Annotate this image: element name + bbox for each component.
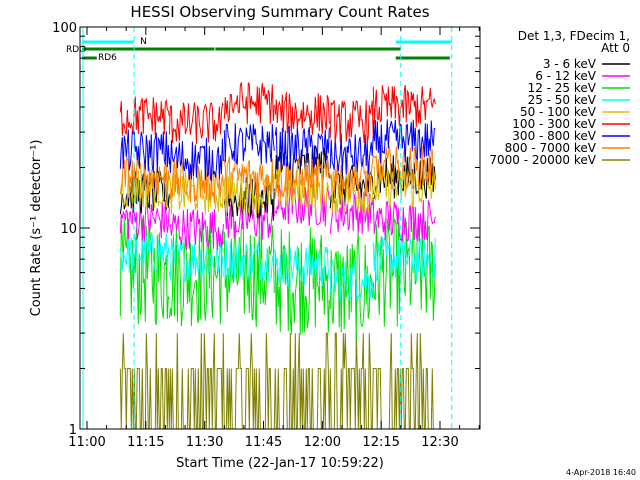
series-segment [373,155,436,200]
y-tick-label: 10 [60,222,77,237]
y-tick-label: 100 [52,21,77,36]
series-segment [274,157,330,201]
series-12-25-kev [119,218,436,342]
footer-timestamp: 4-Apr-2018 16:40 [566,468,636,477]
series-segment [274,227,330,335]
series-25-50-kev [119,232,436,302]
series-segment [223,156,275,199]
series-segment [223,123,275,165]
series-segment [329,133,374,175]
series-segment [223,220,275,328]
axis-layer: 11:00 11:15 11:30 11:45 12:00 12:15 12:30 1 10 10… [52,21,480,450]
legend-entry-label: 7000 - 20000 keV [489,153,596,167]
series-segment [119,96,170,137]
series-300-800-kev [119,119,436,181]
series-segment [372,84,436,128]
series-segment [119,129,170,174]
series-segment [119,232,170,273]
series-7000-20000-kev [119,332,436,430]
series-segment [119,155,170,199]
legend-entry-label: 6 - 12 keV [535,69,597,83]
series-segment [168,102,224,145]
legend-entry-label: 50 - 100 keV [520,105,597,119]
y-axis-label: Count Rate (s⁻¹ detector⁻¹) [29,140,44,317]
series-segment [168,221,224,327]
series-segment [223,82,275,125]
legend-entry-label: 100 - 300 keV [512,117,596,131]
series-segment [329,100,374,144]
legend-entry-label: 800 - 7000 keV [505,141,597,155]
x-tick-label: 11:15 [127,435,164,450]
series-segment [169,208,224,251]
series-segment [372,199,436,242]
x-tick-label: 11:30 [186,435,223,450]
data-layer [119,82,436,430]
series-segment [274,184,330,227]
legend-entry-label: 3 - 6 keV [543,57,597,71]
series-100-300-kev [119,82,436,145]
series-segment [168,137,224,181]
x-tick-label: 12:30 [421,435,458,450]
x-tick-label: 12:00 [304,435,341,450]
series-segment [329,191,374,235]
series-segment [372,119,436,164]
flag-label-rd6: RD6 [98,53,117,63]
x-tick-label: 12:15 [362,435,399,450]
series-segment [372,237,436,283]
y-tick-label: 1 [69,423,77,438]
series-segment [274,244,330,289]
series-segment [168,238,224,282]
x-axis-label: Start Time (22-Jan-17 10:59:22) [176,456,384,471]
legend-entry-label: 12 - 25 keV [528,81,597,95]
series-segment [329,154,374,200]
chart-title: HESSI Observing Summary Count Rates [130,3,429,21]
series-segment [274,91,330,135]
series-segment [329,259,374,302]
legend-header-2: Att 0 [601,41,630,55]
legend-header-1: Det 1,3, FDecim 1, [518,29,630,43]
legend-entry-label: 300 - 800 keV [512,129,596,143]
series-segment [274,125,330,170]
legend-entry-label: 25 - 50 keV [528,93,597,107]
flag-label-n: N [140,37,147,47]
series-segment [168,159,224,203]
series-segment [119,199,170,242]
series-segment [223,240,275,282]
x-tick-label: 11:45 [245,435,282,450]
x-tick-label: 11:00 [68,435,105,450]
series-segment [119,332,436,430]
flag-label-rdo: RDO [66,45,86,55]
